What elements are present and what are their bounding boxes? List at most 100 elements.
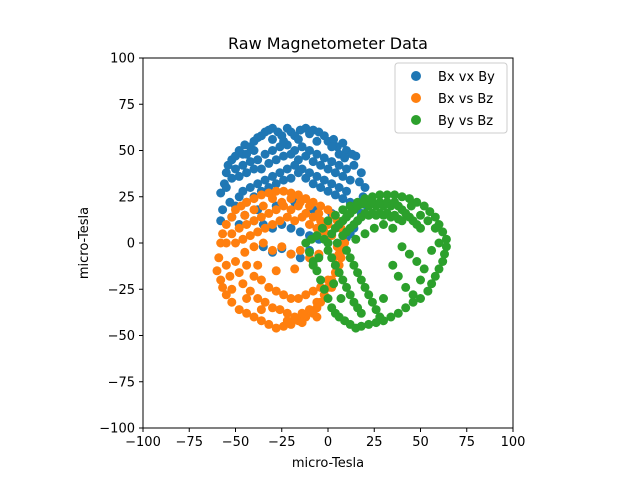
data-point — [441, 234, 451, 244]
data-point — [286, 249, 296, 259]
data-point — [367, 297, 377, 307]
data-point — [245, 286, 255, 296]
data-point — [338, 275, 348, 285]
data-point — [225, 197, 235, 207]
data-point — [268, 134, 277, 144]
data-point — [271, 205, 281, 215]
data-point — [316, 216, 326, 226]
data-point — [242, 308, 252, 318]
data-point — [290, 216, 300, 226]
data-point — [253, 260, 263, 270]
y-tick-label: 75 — [118, 98, 135, 113]
data-point — [282, 316, 292, 326]
data-point — [330, 190, 340, 200]
data-point — [305, 220, 314, 229]
data-point — [349, 160, 359, 170]
data-point — [227, 229, 237, 239]
data-point — [404, 249, 414, 259]
data-point — [256, 275, 266, 285]
data-point — [386, 312, 396, 322]
data-point — [238, 234, 248, 244]
x-axis-ticks: −100 −75 −50 −25 0 25 50 75 100 — [125, 428, 525, 450]
data-point — [416, 210, 425, 220]
data-point — [268, 171, 277, 181]
data-point — [312, 136, 322, 146]
data-point — [242, 260, 252, 270]
data-point — [216, 188, 226, 198]
data-point — [334, 183, 344, 192]
data-point — [268, 220, 277, 229]
data-point — [323, 294, 333, 303]
data-point — [423, 216, 433, 226]
data-point — [227, 173, 237, 183]
data-point — [345, 290, 355, 300]
data-point — [258, 238, 268, 248]
data-point — [319, 153, 329, 163]
data-point — [349, 260, 359, 270]
data-point — [351, 151, 361, 161]
data-point — [379, 220, 388, 229]
data-point — [227, 284, 237, 294]
data-point — [408, 290, 418, 300]
legend-label-by-vs-bz: By vs Bz — [438, 114, 493, 129]
data-point — [305, 168, 314, 178]
data-point — [295, 197, 305, 207]
data-point — [290, 146, 300, 155]
data-point — [275, 305, 285, 315]
data-point — [427, 279, 437, 289]
data-point — [314, 208, 324, 218]
data-point — [260, 297, 270, 307]
data-point — [401, 282, 411, 292]
data-point — [282, 212, 292, 222]
data-point — [258, 201, 268, 211]
data-point — [297, 308, 307, 318]
data-point — [279, 186, 289, 196]
data-point — [388, 223, 398, 233]
data-point — [338, 205, 348, 215]
y-tick-label: 50 — [118, 144, 135, 159]
data-point — [295, 253, 305, 263]
data-point — [316, 275, 326, 285]
data-point — [256, 190, 266, 200]
data-point — [301, 208, 311, 218]
data-point — [419, 201, 429, 211]
data-point — [340, 238, 350, 248]
data-point — [249, 216, 259, 226]
data-point — [279, 175, 289, 185]
data-point — [330, 168, 340, 178]
data-point — [231, 238, 240, 248]
data-point — [345, 175, 355, 185]
data-point — [260, 149, 270, 159]
data-point — [308, 260, 318, 270]
data-point — [249, 194, 259, 204]
data-point — [242, 168, 252, 178]
data-point — [416, 294, 425, 303]
data-point — [264, 158, 274, 168]
data-point — [323, 245, 333, 255]
data-point — [256, 316, 266, 326]
data-point — [297, 318, 307, 328]
x-tick-label: −50 — [222, 435, 249, 450]
data-point — [440, 249, 449, 259]
data-point — [305, 247, 314, 257]
data-point — [364, 290, 374, 300]
data-point — [360, 229, 370, 239]
data-point — [312, 149, 322, 159]
points-layer — [212, 123, 451, 333]
data-point — [225, 271, 235, 281]
x-tick-label: 50 — [412, 435, 429, 450]
legend: Bx vx By Bx vs Bz By vs Bz — [394, 62, 508, 134]
data-point — [271, 186, 281, 196]
data-point — [256, 164, 266, 174]
data-point — [268, 194, 277, 204]
data-point — [249, 205, 259, 215]
data-point — [360, 282, 370, 292]
data-point — [327, 157, 337, 167]
data-point — [264, 208, 274, 218]
data-point — [234, 268, 244, 278]
data-point — [327, 253, 337, 263]
data-point — [286, 194, 296, 204]
data-point — [293, 134, 303, 144]
data-point — [238, 160, 248, 170]
data-point — [356, 275, 366, 285]
